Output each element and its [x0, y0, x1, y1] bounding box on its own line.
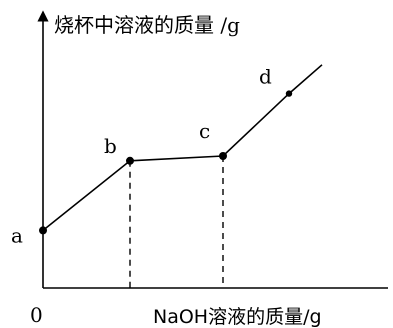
point-c — [219, 152, 227, 160]
x-axis-label: NaOH溶液的质量/g — [153, 306, 322, 328]
point-b — [126, 156, 134, 165]
origin-label: 0 — [30, 303, 43, 327]
point-labels: a b c d — [11, 65, 272, 248]
series-line — [42, 64, 323, 232]
point-label-a: a — [11, 223, 23, 247]
dashed-guide-lines — [129, 156, 224, 288]
y-axis-label: 烧杯中溶液的质量 /g — [54, 13, 240, 37]
data-points — [39, 90, 293, 235]
point-label-d: d — [259, 65, 272, 89]
point-label-c: c — [199, 119, 210, 143]
point-label-b: b — [104, 134, 117, 158]
point-d — [285, 90, 293, 97]
point-a — [39, 226, 47, 235]
